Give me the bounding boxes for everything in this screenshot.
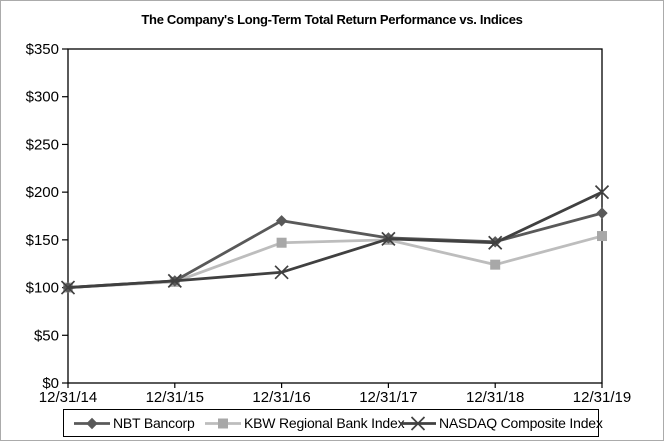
- chart-title: The Company's Long-Term Total Return Per…: [141, 12, 523, 27]
- y-axis-tick-label: $50: [34, 327, 59, 344]
- legend-label: NBT Bancorp: [113, 415, 195, 431]
- legend-marker-diamond-icon: [74, 416, 110, 431]
- y-axis-tick-label: $350: [26, 41, 59, 58]
- data-point-marker-diamond: [596, 207, 608, 219]
- data-point-marker-x: [167, 273, 182, 288]
- data-point-marker-square: [597, 231, 607, 242]
- data-point-marker-square: [218, 418, 228, 428]
- y-axis-tick-label: $200: [26, 184, 59, 201]
- x-axis-tick-label: 12/31/19: [573, 389, 631, 406]
- data-point-marker-x: [594, 185, 610, 200]
- x-axis-tick-label: 12/31/15: [146, 389, 204, 406]
- legend-item-nbt-bancorp: NBT Bancorp: [74, 410, 195, 436]
- y-axis-tick-label: $250: [26, 136, 59, 153]
- chart-legend: NBT Bancorp KBW Regional Bank Index NASD…: [63, 409, 603, 437]
- data-point-marker-diamond: [275, 215, 288, 227]
- plot-border: [67, 48, 603, 384]
- data-point-marker-x: [274, 265, 289, 280]
- legend-marker-x-icon: [400, 415, 436, 431]
- y-axis-tick-label: $0: [42, 375, 59, 392]
- series-line-nasdaq-composite-index: [67, 190, 603, 289]
- data-point-marker-x: [60, 280, 76, 295]
- legend-label: KBW Regional Bank Index: [244, 415, 405, 431]
- legend-label: NASDAQ Composite Index: [439, 415, 603, 431]
- x-axis-tick-label: 12/31/17: [359, 389, 417, 406]
- y-axis-tick-label: $150: [26, 232, 59, 249]
- data-point-marker-diamond: [86, 417, 98, 429]
- data-point-marker-square: [276, 237, 287, 248]
- x-axis-tick-label: 12/31/14: [39, 389, 97, 406]
- legend-marker-square-icon: [205, 416, 241, 431]
- y-axis-tick-label: $300: [26, 89, 59, 106]
- data-point-marker-x: [488, 235, 503, 250]
- y-axis-tick-label: $100: [26, 280, 59, 297]
- legend-item-kbw-regional-bank-index: KBW Regional Bank Index: [205, 410, 405, 436]
- series-line-kbw-regional-bank-index: [67, 234, 603, 289]
- legend-item-nasdaq-composite-index: NASDAQ Composite Index: [400, 410, 603, 436]
- series-line-nbt-bancorp: [67, 211, 603, 289]
- x-axis-tick-label: 12/31/18: [466, 389, 524, 406]
- x-axis-tick-label: 12/31/16: [252, 389, 310, 406]
- data-point-marker-square: [490, 259, 501, 270]
- data-point-marker-x: [410, 415, 426, 431]
- data-point-marker-x: [381, 231, 396, 247]
